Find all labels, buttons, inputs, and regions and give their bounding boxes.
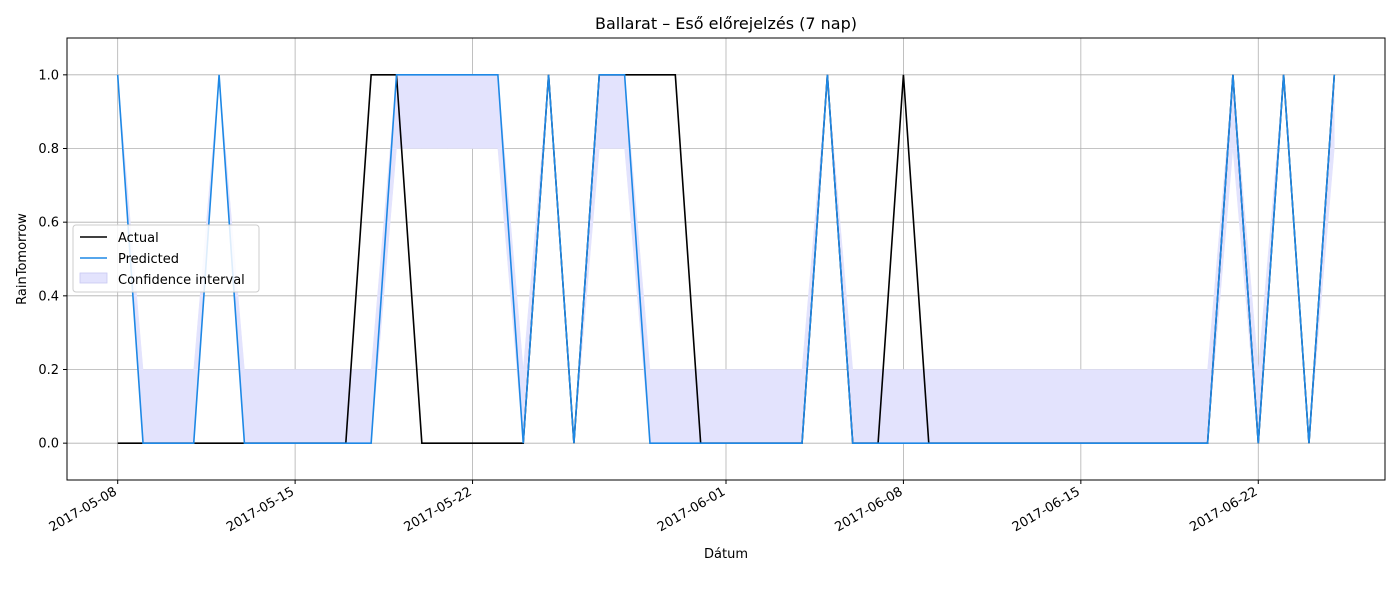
legend-label-actual: Actual [118, 231, 159, 246]
chart-title: Ballarat – Eső előrejelzés (7 nap) [595, 14, 857, 33]
y-tick-label: 0.2 [38, 363, 59, 378]
y-tick-label: 0.8 [38, 142, 59, 157]
legend-box [72, 224, 260, 293]
legend: Actual Predicted Confidence interval [72, 224, 260, 293]
predicted-series-line [116, 74, 1336, 444]
y-tick-label: 0.6 [38, 216, 59, 231]
legend-label-predicted: Predicted [118, 252, 179, 267]
legend-label-confidence: Confidence interval [118, 273, 245, 288]
legend-swatch-confidence [79, 272, 108, 284]
y-tick-label: 0.0 [38, 437, 59, 452]
y-tick-label: 1.0 [38, 68, 59, 83]
x-axis-label: Dátum [704, 547, 748, 562]
y-axis-label: RainTomorrow [15, 213, 30, 305]
series-line-layer [116, 74, 1336, 444]
y-tick-label: 0.4 [38, 289, 59, 304]
